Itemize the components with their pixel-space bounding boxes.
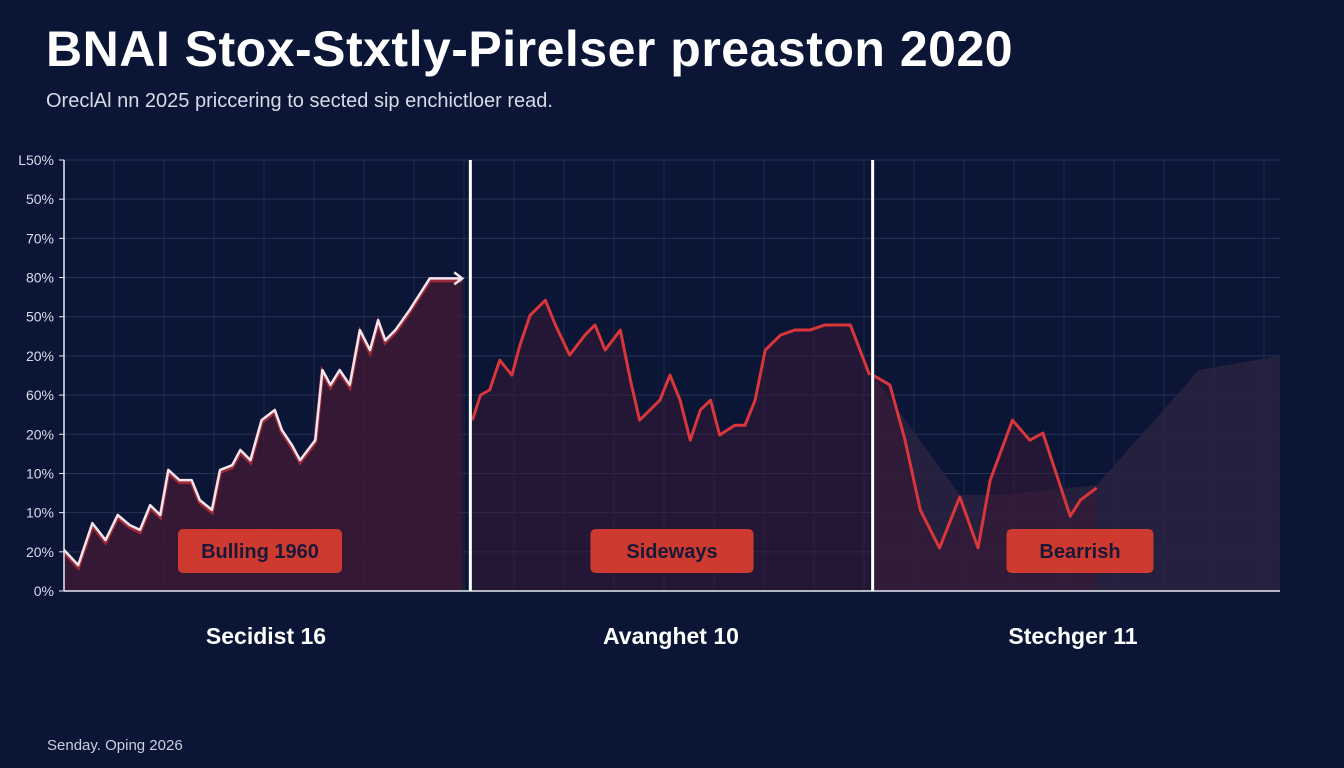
axes: 0% 20% 10% 10% 20% 60% 20% 50% 80% 70% 50% L50% [18,152,1280,599]
segment-label: Secidist 16 [206,623,326,649]
series-area [64,278,463,591]
phase-badge [178,529,342,573]
phase-badge-label: Bulling 1960 [201,541,319,563]
y-tick-label: 50% [26,191,54,207]
y-tick-label: 0% [34,583,54,599]
y-tick-label: L50% [18,152,54,168]
segment-labels: Secidist 16 Avanghet 10 Stechger 11 [206,623,1138,649]
y-tick-label: 20% [26,426,54,442]
segment-label: Avanghet 10 [603,623,739,649]
y-tick-label: 50% [26,309,54,325]
y-tick-label: 80% [26,270,54,286]
y-tick-label: 20% [26,544,54,560]
phase-badge-label: Sideways [626,541,717,563]
phase-badge-label: Bearrish [1039,541,1120,563]
chart-subtitle: OreclAl nn 2025 priccering to sected sip… [46,90,553,112]
phase-badge [590,529,754,573]
arrow-head-icon [453,271,465,286]
chart-title: BNAI Stox-Stxtly-Pirelser preaston 2020 [46,21,1014,77]
y-tick-label: 10% [26,505,54,521]
y-tick-label: 60% [26,387,54,403]
shadow-area [872,355,1280,591]
footer-note: Senday. Oping 2026 [47,737,183,754]
segment-label: Stechger 11 [1008,623,1137,649]
series-area [472,300,870,591]
series-lines [62,271,1098,571]
phase-badge [1006,529,1154,573]
series-line [63,277,463,567]
badges: Bulling 1960 Sideways Bearrish [178,529,1154,573]
y-tick-label: 10% [26,465,54,481]
y-tick-label: 20% [26,348,54,364]
y-tick-label: 70% [26,230,54,246]
